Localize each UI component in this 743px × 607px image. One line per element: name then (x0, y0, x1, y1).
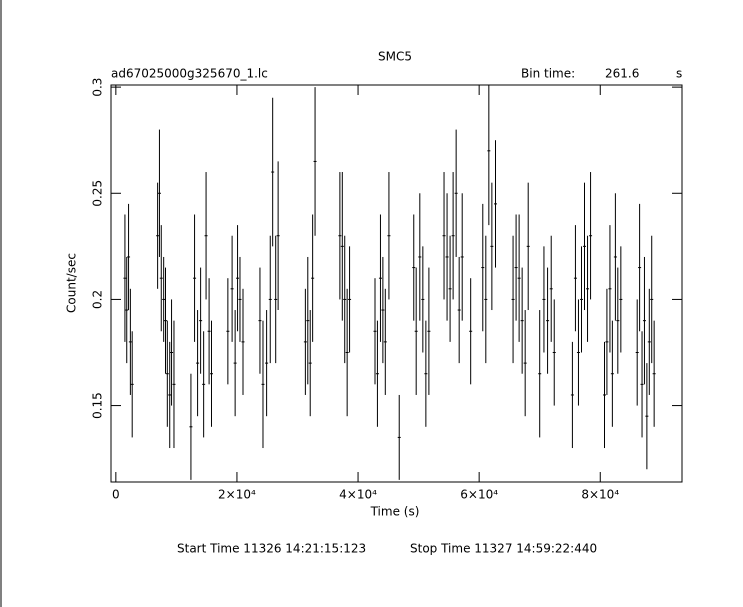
start-time: Start Time 11326 14:21:15:123 (177, 542, 366, 556)
bin-time-label: Bin time: (521, 67, 575, 81)
y-axis-label: Count/sec (65, 253, 79, 313)
y-tick-label: 0.3 (91, 78, 105, 97)
y-tick-label: 0.15 (91, 392, 105, 419)
chart-title: SMC5 (378, 50, 412, 64)
subtitle: ad67025000g325670_1.lc (111, 67, 268, 81)
stop-time: Stop Time 11327 14:59:22:440 (410, 542, 597, 556)
x-axis-label: Time (s) (370, 505, 420, 519)
bin-time-unit: s (676, 67, 682, 81)
y-tick-label: 0.25 (91, 180, 105, 207)
x-tick-label: 6×10⁴ (460, 488, 498, 502)
plot-area (123, 85, 656, 480)
x-tick-label: 2×10⁴ (218, 488, 256, 502)
x-tick-label: 4×10⁴ (339, 488, 377, 502)
x-tick-label: 0 (112, 488, 120, 502)
plot-frame (110, 84, 683, 483)
x-tick-label: 8×10⁴ (581, 488, 619, 502)
y-tick-label: 0.2 (91, 290, 105, 309)
bin-time: 261.6 (605, 67, 639, 81)
